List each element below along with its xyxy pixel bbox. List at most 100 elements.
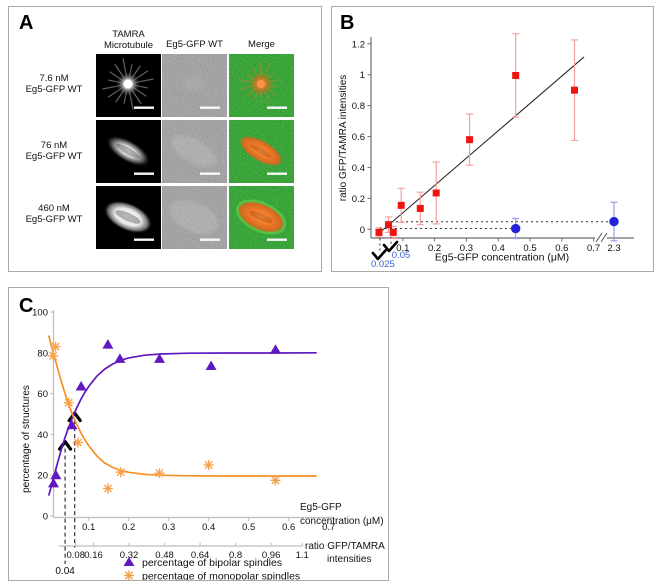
asterisk-marker xyxy=(64,398,73,407)
c-x2-tick-label: 0.64 xyxy=(191,550,210,561)
b-y-tick-label: 0 xyxy=(360,225,365,236)
c-x2-tick-label: 0.48 xyxy=(155,550,174,561)
c-y-axis-title: percentage of structures xyxy=(21,385,32,493)
b-arrow-icon xyxy=(371,248,388,261)
red-square-marker xyxy=(432,189,440,197)
scale-bar xyxy=(134,106,154,109)
c-x-tick-label: 0.4 xyxy=(202,522,215,533)
panel-a-micrographs xyxy=(96,54,294,249)
red-square-marker xyxy=(375,228,383,236)
column-header-eg5gfp: Eg5-GFP WT xyxy=(166,39,223,50)
micrograph-ellipse-merge xyxy=(229,186,294,249)
c-fit-curve xyxy=(47,351,317,496)
red-square-marker xyxy=(571,86,579,94)
asterisk-marker xyxy=(116,468,125,477)
asterisk-marker xyxy=(49,351,58,360)
c-x2-axis-title-line1: ratio GFP/TAMRA xyxy=(305,541,385,552)
triangle-marker xyxy=(270,344,281,354)
c-x2-tick-label: 0.08 xyxy=(67,550,86,561)
asterisk-marker xyxy=(204,460,213,470)
micrograph-spindle-bright xyxy=(96,120,161,183)
asterisk-marker xyxy=(155,469,164,478)
scale-bar xyxy=(267,172,287,175)
chart-b: 0.1 0.2 0.3 0.4 0.5 0.6 0.7 2.3 0 0.2 0.4 0.6 0.8 1 1.… xyxy=(338,33,634,270)
c-x2-tick-label: 0.8 xyxy=(229,550,242,561)
b-x-tick-label: 0.4 xyxy=(492,243,505,254)
panel-a-letter: A xyxy=(19,12,34,34)
legend-label-monopolar: percentage of monopolar spindles xyxy=(142,571,300,581)
b-arrow-label: 0.05 xyxy=(392,250,411,261)
red-square-marker xyxy=(512,71,520,79)
blue-circle-marker xyxy=(609,216,619,227)
red-square-marker xyxy=(397,201,405,209)
b-x-tick-label: 2.3 xyxy=(607,243,620,254)
triangle-marker xyxy=(50,469,62,480)
micrograph-aster-merge xyxy=(229,54,294,117)
b-x-tick-label: 0.7 xyxy=(587,243,600,254)
micrograph-aster-bright xyxy=(96,54,161,117)
red-square-marker xyxy=(384,221,392,229)
c-x2-tick-label: 0.32 xyxy=(120,550,139,561)
triangle-marker xyxy=(154,353,165,363)
triangle-marker xyxy=(114,353,126,363)
c-x2-tick-label: 0.96 xyxy=(262,550,281,561)
c-x2-axis-title-line2: intensities xyxy=(327,554,371,565)
scale-bar xyxy=(267,238,287,241)
triangle-marker xyxy=(205,360,217,371)
b-x-tick-label: 0.3 xyxy=(460,243,473,254)
b-y-tick-label: 0.8 xyxy=(352,101,365,112)
c-x-axis-title-line1: Eg5-GFP xyxy=(300,502,342,513)
c-x-tick-label: 0.2 xyxy=(122,522,135,533)
scale-bar xyxy=(200,172,220,175)
c-guide-label: 0.04 xyxy=(55,566,75,577)
b-axis-break-slash xyxy=(600,232,608,243)
micrograph-noise-empty xyxy=(162,54,227,117)
panel-c: C 0.1 0.2 0.3 0.4 0.5 0.6 0.7 0 20 40 60 80 100 0.08 0… xyxy=(8,287,389,581)
c-y-tick-label: 60 xyxy=(37,389,48,400)
panel-b-letter: B xyxy=(340,12,355,34)
b-y-tick-label: 1 xyxy=(360,70,365,81)
b-x-tick-label: 0.5 xyxy=(523,243,536,254)
c-y-tick-label: 80 xyxy=(37,348,48,359)
legend-triangle-icon xyxy=(123,557,135,566)
legend-label-bipolar: percentage of bipolar spindles xyxy=(142,557,282,569)
b-arrow-icon xyxy=(382,240,399,253)
legend-asterisk-icon xyxy=(124,571,134,580)
b-axis-break-slash xyxy=(595,232,603,243)
c-y-tick-label: 40 xyxy=(37,430,48,441)
b-axis-break-gap xyxy=(595,233,607,243)
panel-b: B 0.1 0.2 0.3 0.4 0.5 0.6 0.7 2.3 0 0.2 0.4 0.6 0.8 1… xyxy=(331,6,654,272)
triangle-marker xyxy=(102,339,114,349)
b-y-tick-label: 0.2 xyxy=(352,194,365,205)
b-x-tick-label: 0.1 xyxy=(396,243,409,254)
scale-bar xyxy=(134,238,154,241)
c-x-axis-title-line2: concentration (μM) xyxy=(300,516,384,527)
b-arrow-label: 0.025 xyxy=(371,259,395,270)
c-y-tick-label: 100 xyxy=(32,308,48,319)
micrograph-spindle-faint xyxy=(162,120,227,183)
triangle-marker xyxy=(75,380,87,391)
red-square-marker xyxy=(389,228,397,236)
b-x-tick-label: 0.6 xyxy=(555,243,568,254)
scale-bar xyxy=(200,106,220,109)
scale-bar xyxy=(267,106,287,109)
c-fit-curve xyxy=(47,335,317,477)
red-square-marker xyxy=(466,136,474,144)
chart-c: 0.1 0.2 0.3 0.4 0.5 0.6 0.7 0 20 40 60 80 100 0.08 0.1… xyxy=(21,308,385,581)
row-label-7.6nm: 7.6 nM Eg5-GFP WT xyxy=(25,73,83,95)
triangle-marker xyxy=(66,419,78,430)
c-x-tick-label: 0.1 xyxy=(82,522,95,533)
b-y-tick-label: 0.4 xyxy=(352,163,365,174)
c-x2-tick-label: 1.1 xyxy=(296,550,309,561)
column-header-tamra: TAMRA Microtubule xyxy=(103,29,154,51)
c-x-tick-label: 0.5 xyxy=(242,522,255,533)
column-header-merge: Merge xyxy=(248,39,275,50)
b-x-axis-title: Eg5-GFP concentration (μM) xyxy=(435,252,569,264)
c-x-tick-label: 0.7 xyxy=(322,522,335,533)
b-y-axis-title: ratio GFP/TAMRA intensities xyxy=(338,75,349,202)
micrograph-ellipse-faint xyxy=(162,186,227,249)
b-x-tick-label: 0.2 xyxy=(428,243,441,254)
scale-bar xyxy=(200,238,220,241)
micrograph-spindle-merge xyxy=(229,120,294,183)
